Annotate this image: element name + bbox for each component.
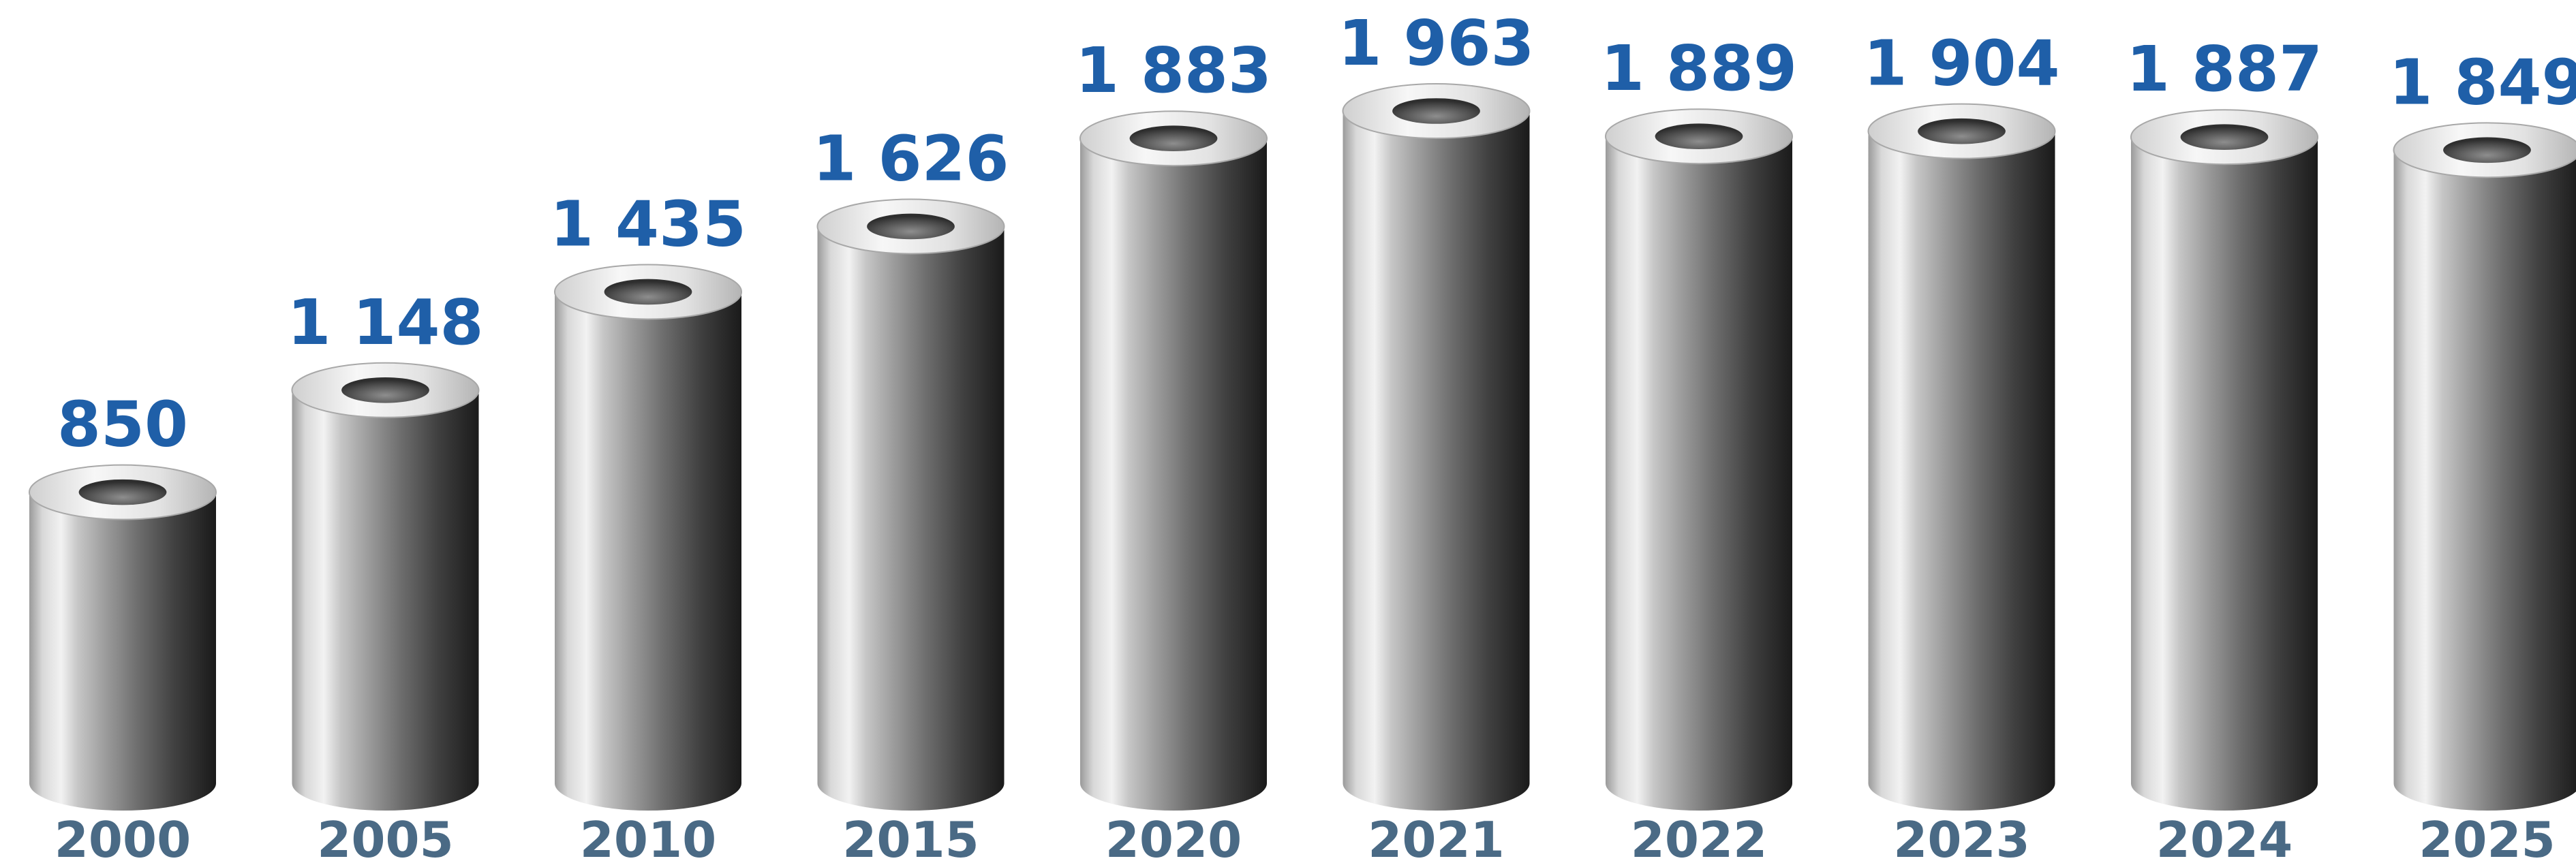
year-label: 2022 [1631, 811, 1767, 863]
bar-hole [2180, 124, 2269, 151]
year-label: 2005 [317, 811, 453, 863]
bar-2023 [1867, 103, 2056, 811]
bar-body [817, 226, 1005, 811]
bar-2005 [291, 362, 480, 811]
bars-group [29, 83, 2576, 811]
bar-body [555, 292, 741, 811]
value-label: 1 626 [812, 122, 1009, 195]
bar-hole [1392, 98, 1480, 124]
bar-hole [78, 479, 167, 505]
year-label: 2023 [1893, 811, 2029, 863]
value-label: 1 883 [1075, 34, 1272, 107]
value-label: 1 963 [1338, 7, 1534, 80]
bar-2010 [554, 264, 742, 811]
year-label: 2010 [580, 811, 716, 863]
value-label: 850 [57, 388, 188, 461]
bar-body [1868, 131, 2055, 811]
bar-body [29, 492, 216, 811]
bar-body [2393, 150, 2576, 811]
bar-body [1606, 136, 1792, 811]
value-labels-group: 850 1 148 1 435 1 626 1 883 1 963 1 889 1 904 1 … [57, 7, 2576, 461]
value-label: 1 435 [550, 187, 746, 260]
bar-2021 [1342, 83, 1531, 811]
value-label: 1 887 [2126, 33, 2322, 106]
value-label: 1 889 [1601, 32, 1797, 105]
bar-2015 [816, 198, 1005, 811]
bar-body [2131, 137, 2318, 811]
bar-hole [341, 377, 429, 403]
bar-hole [867, 213, 955, 240]
bar-body [292, 390, 479, 811]
year-label: 2025 [2419, 811, 2555, 863]
value-label: 1 849 [2389, 46, 2576, 119]
bar-2020 [1079, 110, 1268, 811]
year-label: 2024 [2156, 811, 2293, 863]
bar-hole [604, 279, 692, 305]
bar-2024 [2130, 109, 2318, 811]
year-label: 2020 [1105, 811, 1242, 863]
value-label: 1 148 [287, 286, 483, 359]
bar-hole [2443, 137, 2531, 163]
bar-hole [1918, 118, 2006, 144]
bar-hole [1129, 125, 1218, 152]
year-label: 2021 [1368, 811, 1504, 863]
value-label: 1 904 [1863, 27, 2059, 100]
bar-body [1080, 138, 1267, 811]
year-label: 2015 [842, 811, 979, 863]
year-labels-group: 2000 2005 2010 2015 2020 2021 2022 2023 2024 2025 [55, 811, 2556, 863]
bar-hole [1655, 123, 1743, 150]
bar-2025 [2393, 122, 2576, 811]
bar-2000 [29, 464, 217, 811]
year-label: 2000 [55, 811, 191, 863]
bar-body [1343, 111, 1530, 811]
bar-2022 [1605, 108, 1793, 811]
